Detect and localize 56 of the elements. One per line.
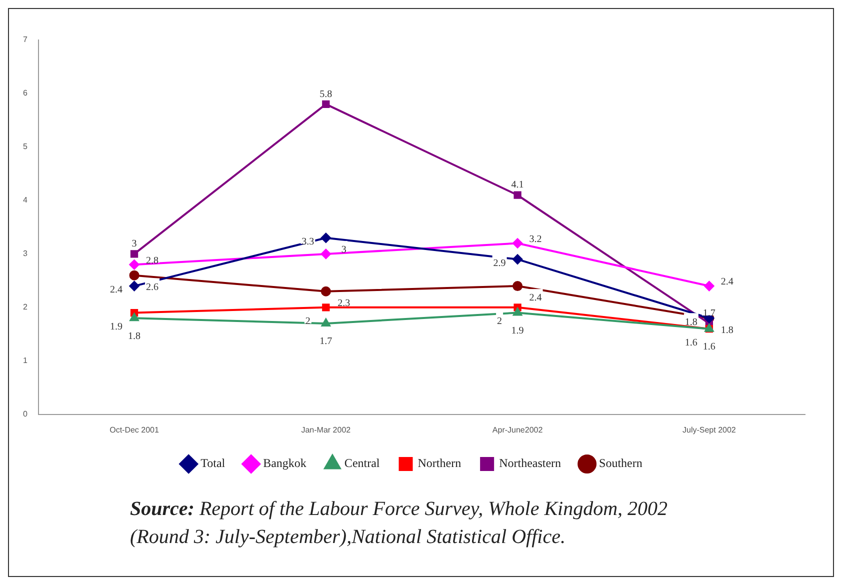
- point: [320, 232, 331, 243]
- y-tick-label: 0: [22, 410, 28, 419]
- data-label: 1.8: [720, 324, 734, 336]
- legend-label: Total: [200, 456, 226, 470]
- point: [130, 250, 138, 258]
- data-label: 2: [497, 316, 502, 328]
- data-label: 2.6: [146, 282, 159, 293]
- data-label: 1.9: [110, 321, 123, 332]
- point: [322, 304, 330, 312]
- data-label: 3: [132, 238, 137, 250]
- x-tick-label: Oct-Dec 2001: [110, 425, 160, 434]
- data-label: 2.4: [720, 276, 734, 288]
- source-note: Source: Report of the Labour Force Survey, Whole Kingdom, 2002 (Round 3: July-September),National Statistical Office.: [130, 497, 669, 550]
- legend-label: Southern: [599, 456, 642, 470]
- x-tick-label: July-Sept 2002: [682, 425, 736, 434]
- data-label: 4.1: [511, 180, 524, 191]
- point: [129, 270, 140, 280]
- data-label: 2.4: [110, 284, 123, 296]
- y-tick-label: 6: [22, 88, 28, 98]
- legend-label: Northeastern: [499, 456, 562, 470]
- point: [704, 281, 714, 292]
- y-tick-label: 4: [22, 196, 28, 205]
- point: [320, 286, 331, 296]
- y-tick-label: 5: [22, 142, 28, 152]
- legend-label: Central: [344, 456, 380, 470]
- point: [513, 308, 522, 316]
- data-label: 1.6: [684, 337, 698, 348]
- point: [129, 260, 140, 270]
- data-label: 1.6: [702, 341, 716, 352]
- data-label: 1.8: [684, 316, 698, 328]
- y-tick-label: 3: [22, 249, 28, 258]
- point: [512, 281, 523, 292]
- point: [129, 281, 140, 292]
- point: [512, 238, 523, 248]
- data-label: 5.8: [320, 88, 332, 100]
- x-tick-label: Apr-June2002: [492, 425, 544, 434]
- data-label: 1.7: [320, 336, 332, 348]
- point: [130, 313, 139, 322]
- data-label: 3.3: [302, 236, 314, 248]
- data-label: 3.2: [529, 234, 542, 245]
- y-tick-label: 7: [22, 35, 28, 44]
- legend-label: Northern: [418, 456, 462, 470]
- point: [514, 191, 522, 199]
- data-label: 2.4: [529, 292, 542, 304]
- data-label: 1.9: [511, 325, 524, 336]
- data-label: 1.8: [128, 330, 141, 342]
- y-tick-label: 2: [22, 302, 28, 312]
- point: [321, 318, 330, 326]
- point: [322, 100, 330, 108]
- data-label: 2.3: [338, 298, 350, 310]
- point: [512, 254, 523, 264]
- x-tick-label: Jan-Mar 2002: [301, 425, 352, 434]
- data-label: 2.9: [493, 258, 506, 269]
- y-tick-label: 1: [22, 356, 28, 366]
- legend-label: Bangkok: [263, 456, 306, 470]
- point: [320, 248, 331, 259]
